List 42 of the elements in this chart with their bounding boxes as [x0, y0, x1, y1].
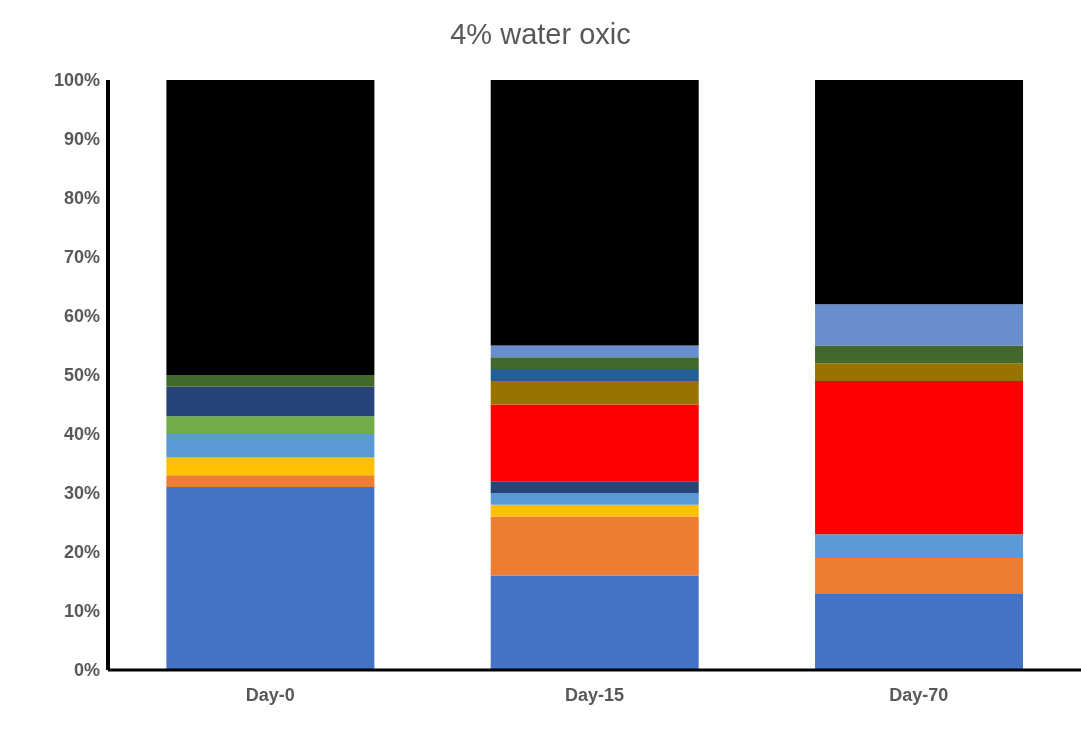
bar	[166, 80, 375, 375]
y-tick-label: 40%	[63, 424, 100, 445]
bar	[815, 380, 1024, 535]
bar	[490, 481, 699, 493]
y-tick-label: 70%	[63, 247, 100, 268]
y-tick-label: 20%	[63, 542, 100, 563]
bar	[815, 557, 1024, 594]
y-tick-label: 30%	[63, 483, 100, 504]
bar	[166, 434, 375, 458]
bar	[815, 80, 1024, 305]
bar	[490, 404, 699, 482]
y-tick-label: 50%	[63, 365, 100, 386]
bar	[490, 575, 699, 670]
x-tick-label: Day-70	[889, 684, 949, 705]
bar	[166, 475, 375, 488]
bar	[815, 534, 1024, 558]
bar	[490, 504, 699, 517]
bar	[490, 516, 699, 576]
bar	[815, 593, 1024, 670]
bar	[490, 345, 699, 358]
chart-title: 4% water oxic	[449, 17, 632, 52]
y-tick-label: 10%	[63, 601, 100, 622]
y-tick-label: 90%	[63, 129, 100, 150]
bar	[815, 304, 1024, 346]
y-tick-label: 100%	[53, 70, 100, 91]
bar	[815, 363, 1024, 381]
bar	[490, 80, 699, 346]
y-tick-label: 0%	[73, 660, 100, 681]
bar	[490, 380, 699, 405]
bar	[490, 357, 699, 370]
x-tick-label: Day-15	[564, 684, 625, 705]
bar	[166, 457, 375, 476]
y-tick-label: 60%	[63, 306, 100, 327]
bar	[490, 369, 699, 381]
bar	[815, 345, 1024, 364]
bar	[166, 416, 375, 434]
bar	[490, 493, 699, 505]
x-tick-label: Day-0	[245, 684, 295, 705]
bar	[166, 386, 375, 417]
bar	[166, 487, 375, 670]
bar	[166, 375, 375, 387]
y-tick-label: 80%	[63, 188, 100, 209]
